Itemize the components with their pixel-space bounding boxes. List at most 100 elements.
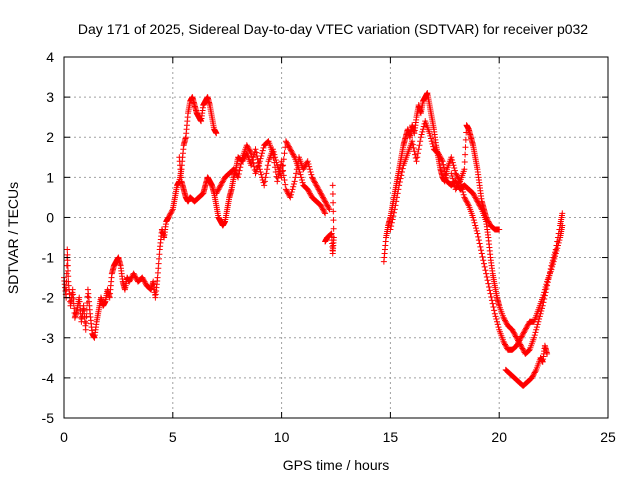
data-point — [483, 273, 490, 280]
data-point — [64, 246, 71, 253]
data-point — [475, 199, 482, 206]
data-point — [540, 291, 547, 298]
data-point — [280, 172, 287, 179]
data-point — [63, 270, 70, 277]
data-point — [494, 318, 501, 325]
data-point — [530, 372, 537, 379]
data-point — [397, 175, 404, 182]
data-point — [454, 182, 461, 189]
data-point — [494, 321, 501, 328]
data-point — [430, 143, 437, 150]
data-point — [472, 222, 479, 229]
data-point — [236, 167, 243, 174]
data-point — [327, 231, 334, 238]
data-point — [127, 275, 134, 282]
data-point — [140, 275, 147, 282]
data-point — [287, 146, 294, 153]
data-point — [451, 164, 458, 171]
data-point — [392, 202, 399, 209]
data-point — [559, 210, 566, 217]
data-point — [556, 237, 563, 244]
data-point — [474, 198, 481, 205]
data-point — [278, 158, 285, 165]
data-point — [302, 162, 309, 169]
data-point — [512, 333, 519, 340]
data-point — [461, 166, 468, 173]
data-point — [465, 201, 472, 208]
y-tick-label: 3 — [46, 89, 54, 105]
data-point — [501, 316, 508, 323]
data-point — [318, 191, 325, 198]
data-point — [260, 179, 267, 186]
data-point — [411, 148, 418, 155]
data-point — [517, 336, 524, 343]
y-axis-label: SDTVAR / TECUs — [5, 182, 21, 294]
data-point — [439, 158, 446, 165]
data-point — [448, 154, 455, 161]
data-point — [478, 205, 485, 212]
data-point — [64, 257, 71, 264]
data-point — [252, 146, 259, 153]
data-point — [330, 208, 337, 215]
data-point — [216, 183, 223, 190]
data-point — [289, 186, 296, 193]
data-point — [502, 318, 509, 325]
data-point — [214, 189, 221, 196]
data-point — [420, 126, 427, 133]
data-point — [218, 181, 225, 188]
data-point — [486, 219, 493, 226]
data-point — [168, 209, 175, 216]
data-point — [322, 198, 329, 205]
data-point — [559, 222, 566, 229]
data-point — [531, 332, 538, 339]
data-point — [283, 187, 290, 194]
data-point — [127, 277, 134, 284]
data-point — [529, 373, 536, 380]
data-point — [435, 151, 442, 158]
data-point — [83, 320, 90, 327]
data-point — [317, 190, 324, 197]
data-point — [555, 239, 562, 246]
data-point — [318, 203, 325, 210]
data-point — [509, 328, 516, 335]
data-point — [393, 194, 400, 201]
x-axis-label: GPS time / hours — [283, 457, 390, 473]
data-point — [257, 168, 264, 175]
data-point — [264, 166, 271, 173]
data-point — [473, 227, 480, 234]
data-point — [484, 277, 491, 284]
data-point — [462, 151, 469, 158]
data-point — [426, 130, 433, 137]
data-point — [472, 225, 479, 232]
data-point — [412, 154, 419, 161]
data-point — [476, 202, 483, 209]
data-point — [272, 164, 279, 171]
data-point — [449, 156, 456, 163]
data-point — [515, 338, 522, 345]
data-point — [440, 161, 447, 168]
data-point — [472, 194, 479, 201]
data-point — [304, 158, 311, 165]
data-point — [264, 162, 271, 169]
data-point — [409, 141, 416, 148]
data-point — [475, 233, 482, 240]
data-point — [269, 150, 276, 157]
x-tick-label: 5 — [169, 429, 177, 445]
x-tick-label: 20 — [491, 429, 507, 445]
data-point — [306, 189, 313, 196]
data-point — [250, 154, 257, 161]
data-point — [246, 147, 253, 154]
data-point — [248, 150, 255, 157]
data-point — [427, 132, 434, 139]
data-point — [326, 206, 333, 213]
data-point — [524, 322, 531, 329]
data-point — [477, 203, 484, 210]
data-point — [317, 189, 324, 196]
data-point — [475, 237, 482, 244]
data-point — [317, 202, 324, 209]
data-point — [543, 281, 550, 288]
data-point — [492, 313, 499, 320]
data-point — [64, 251, 71, 258]
data-point — [285, 143, 292, 150]
data-point — [217, 182, 224, 189]
